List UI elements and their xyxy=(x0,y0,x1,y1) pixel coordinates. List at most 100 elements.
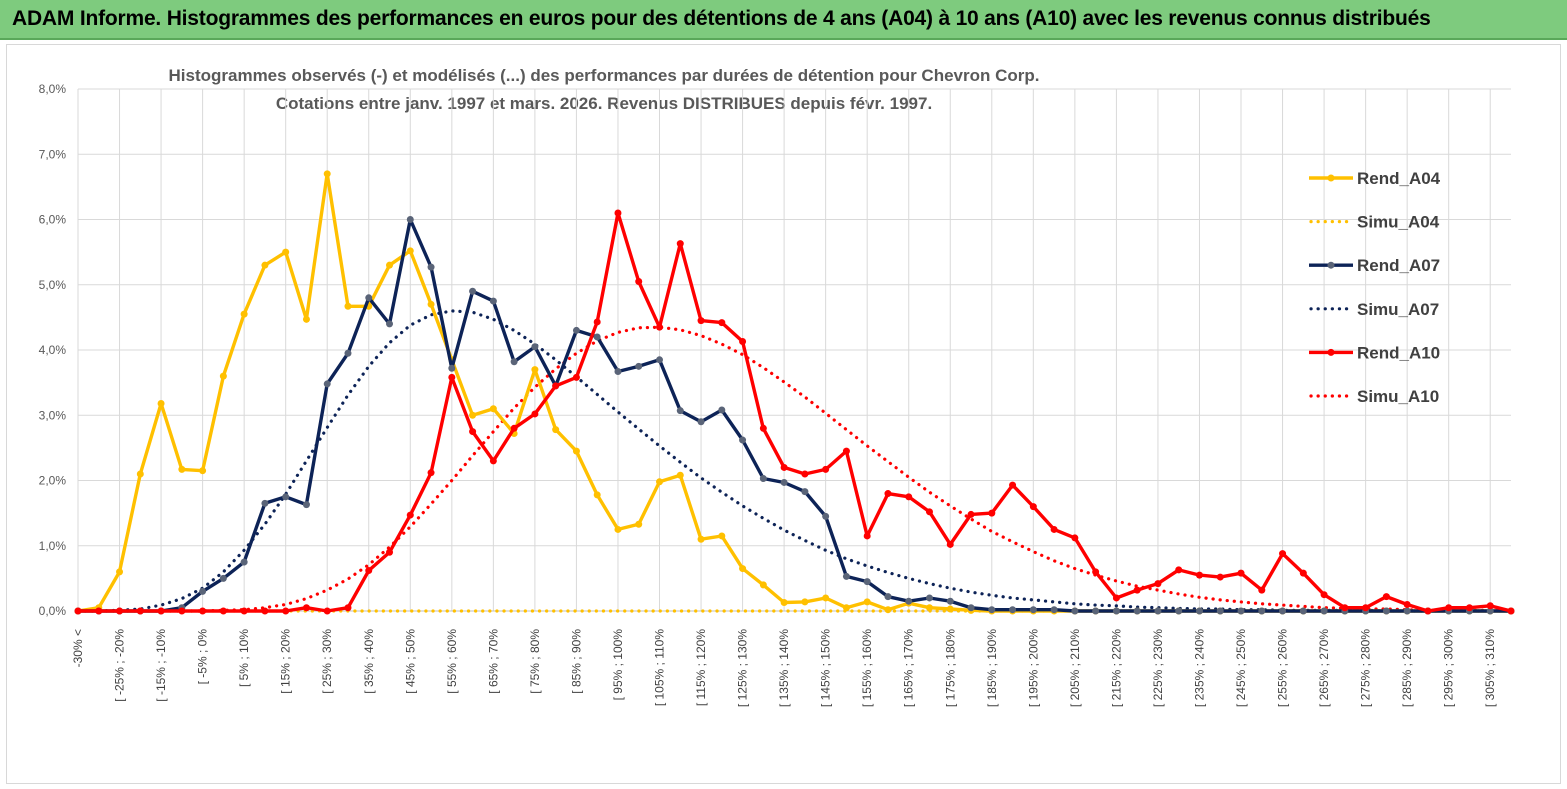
x-tick-label: [ 35% ; 40% xyxy=(362,629,376,694)
x-tick-label: [ 175% ; 180% xyxy=(943,629,957,707)
x-tick-label: [ -5% ; 0% xyxy=(196,629,210,685)
series-rend-a07-point xyxy=(593,333,601,341)
series-rend-a10-point xyxy=(822,465,830,473)
x-tick-label: [ 135% ; 140% xyxy=(777,629,791,707)
series-rend-a04-point xyxy=(635,520,643,528)
legend-rend-a04-label[interactable]: Rend_A04 xyxy=(1357,169,1441,188)
x-tick-label: [ 265% ; 270% xyxy=(1317,629,1331,707)
series-rend-a10-point xyxy=(1175,566,1183,574)
series-rend-a07-point xyxy=(967,604,975,612)
series-rend-a07-point xyxy=(531,343,539,351)
legend-rend-a07-marker xyxy=(1327,261,1335,269)
series-rend-a07-point xyxy=(780,478,788,486)
series-rend-a10-point xyxy=(552,382,560,390)
series-rend-a10-point xyxy=(240,607,248,615)
legend-rend-a10-label[interactable]: Rend_A10 xyxy=(1357,343,1440,362)
x-tick-label: [ 115% ; 120% xyxy=(694,629,708,706)
x-tick-label: [ -25% ; -20% xyxy=(113,629,127,702)
legend[interactable]: Rend_A04 Simu_A04 Rend_A07 Simu_A07 Rend_A10… xyxy=(1309,169,1441,406)
series-rend-a10-point xyxy=(863,532,871,540)
y-tick-label: 8,0% xyxy=(39,82,67,96)
legend-simu-a10-label[interactable]: Simu_A10 xyxy=(1357,387,1439,406)
series-rend-a10-point xyxy=(1009,481,1017,489)
series-rend-a10-point xyxy=(323,607,331,615)
x-tick-label: [ 95% ; 100% xyxy=(611,629,625,701)
x-tick-label: [ 295% ; 300% xyxy=(1442,629,1456,707)
series-rend-a07-point xyxy=(1029,606,1037,614)
series-rend-a07-point xyxy=(739,436,747,444)
series-rend-a10-point xyxy=(1320,591,1328,599)
series-rend-a07-point xyxy=(1092,607,1100,615)
series-rend-a07-point xyxy=(614,368,622,376)
series-rend-a07-point xyxy=(240,558,248,566)
series-rend-a10-point xyxy=(1237,569,1245,577)
series-rend-a07-point xyxy=(427,263,435,271)
series-simu-a10-line xyxy=(76,325,1513,613)
series-rend-a04-point xyxy=(842,604,850,612)
series-rend-a10-point xyxy=(988,509,996,517)
legend-rend-a07-label[interactable]: Rend_A07 xyxy=(1357,256,1440,275)
series-rend-a07-point xyxy=(1175,607,1183,615)
series-rend-a04-point xyxy=(282,248,290,256)
series-rend-a04-point xyxy=(302,315,310,323)
y-tick-label: 1,0% xyxy=(39,539,67,553)
series-rend-a10-point xyxy=(1299,569,1307,577)
series-rend-a07-point xyxy=(842,572,850,580)
series-rend-a04-point xyxy=(822,594,830,602)
series-rend-a10-point xyxy=(1133,586,1141,594)
series-rend-a04-point xyxy=(199,467,207,475)
y-tick-label: 4,0% xyxy=(39,343,67,357)
series-rend-a10-point xyxy=(676,240,684,248)
series-rend-a10-point xyxy=(780,463,788,471)
series-rend-a07-point xyxy=(448,364,456,372)
series-rend-a04-point xyxy=(656,478,664,486)
series-rend-a04-point xyxy=(531,366,539,374)
y-tick-label: 2,0% xyxy=(39,474,67,488)
header-banner: ADAM Informe. Histogrammes des performan… xyxy=(0,0,1567,40)
series-layer xyxy=(74,170,1515,615)
series-rend-a10-point xyxy=(614,209,622,217)
series-rend-a04-point xyxy=(219,372,227,380)
series-rend-a07-point xyxy=(1403,607,1411,615)
x-tick-label: [ 195% ; 200% xyxy=(1026,629,1040,707)
series-rend-a10-point xyxy=(116,607,124,615)
series-rend-a07-point xyxy=(1279,607,1287,615)
series-rend-a10-point xyxy=(136,607,144,615)
legend-simu-a07-label[interactable]: Simu_A07 xyxy=(1357,300,1439,319)
series-rend-a10-point xyxy=(219,607,227,615)
x-tick-label: [ 125% ; 130% xyxy=(736,629,750,707)
x-tick-label: [ 275% ; 280% xyxy=(1359,629,1373,707)
series-rend-a07-point xyxy=(697,418,705,426)
series-rend-a10-point xyxy=(1362,604,1370,612)
chart-title: Histogrammes observés (-) et modélisés (… xyxy=(169,66,1040,85)
series-rend-a10-line xyxy=(78,211,1512,613)
series-rend-a10-point xyxy=(157,607,165,615)
chart-subtitle: Cotations entre janv. 1997 et mars. 2026… xyxy=(276,94,932,113)
x-tick-label: [ 45% ; 50% xyxy=(403,629,417,694)
legend-rend-a10-marker xyxy=(1327,348,1335,356)
x-tick-label: [ -15% ; -10% xyxy=(154,629,168,702)
x-tick-label: [ 305% ; 310% xyxy=(1483,629,1497,707)
x-tick-label: [ 65% ; 70% xyxy=(486,629,500,694)
y-tick-label: 5,0% xyxy=(39,278,67,292)
series-rend-a10-point xyxy=(656,323,664,331)
y-tick-label: 6,0% xyxy=(39,213,67,227)
legend-simu-a04-label[interactable]: Simu_A04 xyxy=(1357,213,1440,232)
series-rend-a07-point xyxy=(1486,607,1494,615)
series-rend-a07-point xyxy=(469,287,477,295)
series-rend-a10-point xyxy=(635,277,643,285)
series-rend-a04-point xyxy=(344,302,352,310)
series-rend-a10-point xyxy=(427,469,435,477)
x-axis: -30% < [ -25% ; -20% [ -15% ; -10% [ -5% ; … xyxy=(71,629,1497,707)
series-rend-a07-point xyxy=(1299,607,1307,615)
y-axis: 0,0% 1,0% 2,0% 3,0% 4,0% 5,0% 6,0% 7,0% 8,0% xyxy=(39,82,67,618)
series-rend-a04-point xyxy=(261,261,269,269)
series-rend-a10-point xyxy=(593,318,601,326)
series-rend-a04-point xyxy=(323,170,331,178)
series-rend-a10-point xyxy=(801,470,809,478)
series-rend-a07-point xyxy=(302,501,310,509)
series-rend-a10-point xyxy=(925,508,933,516)
series-rend-a07-point xyxy=(988,606,996,614)
series-rend-a07-point xyxy=(365,294,373,302)
series-rend-a07-point xyxy=(510,358,518,366)
